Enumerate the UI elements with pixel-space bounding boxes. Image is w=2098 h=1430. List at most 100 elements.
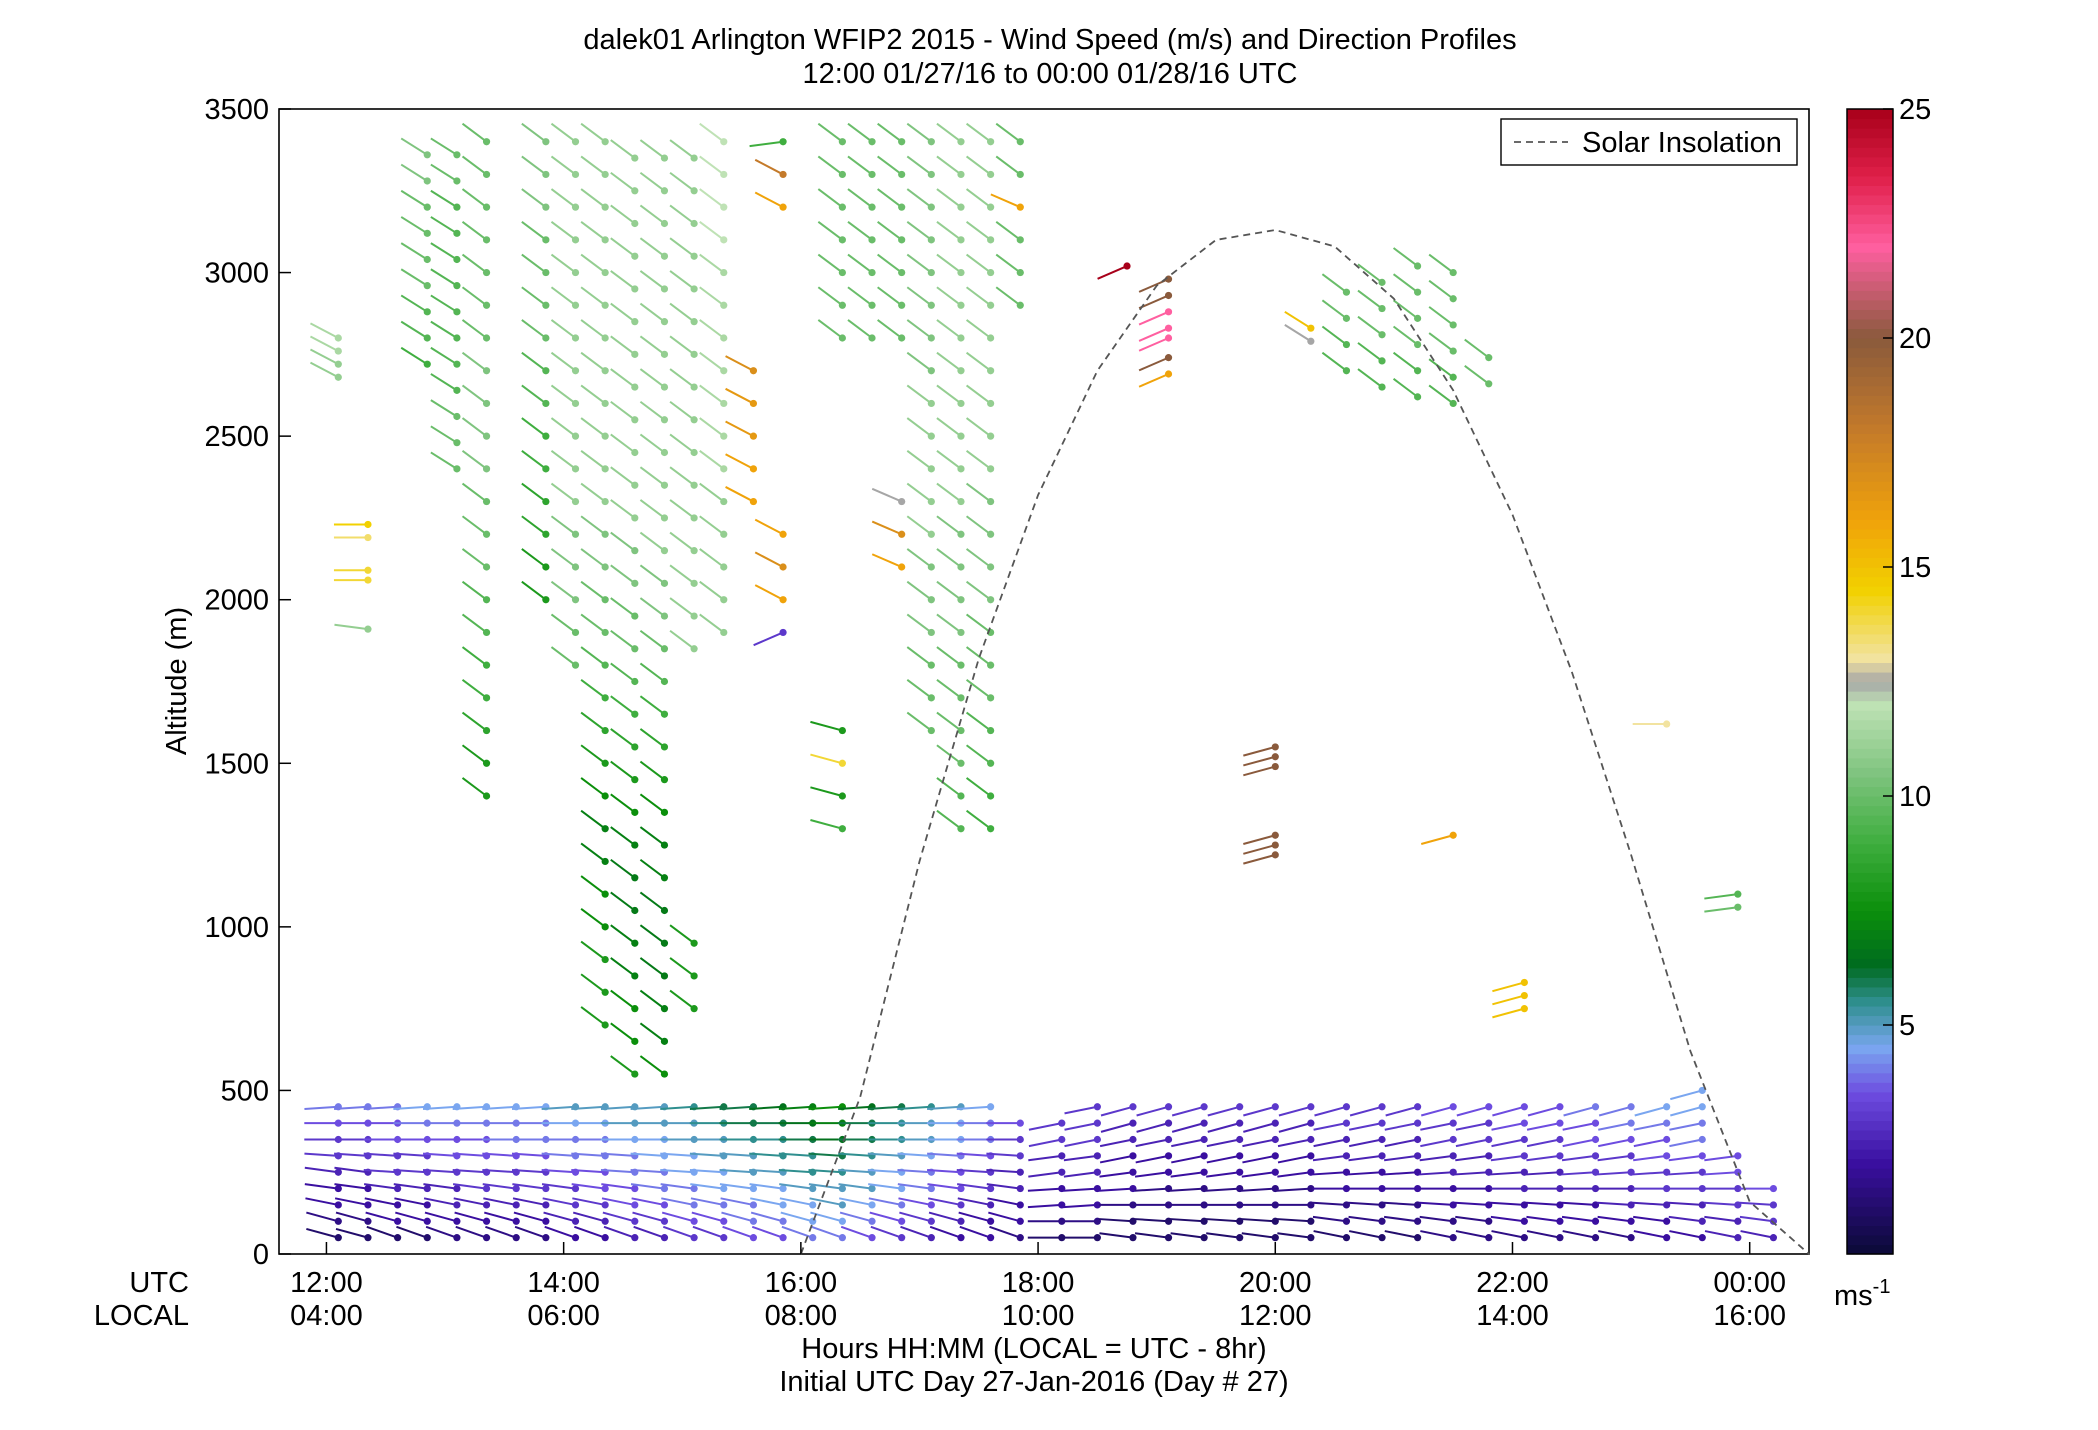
wind-barb-dot (898, 1234, 906, 1242)
wind-barb-shaft (1561, 1171, 1596, 1176)
wind-barb-shaft (986, 1168, 1021, 1174)
wind-barb-shaft (363, 1183, 398, 1190)
wind-barb-shaft (1276, 1218, 1311, 1223)
colorbar-segment (1847, 233, 1893, 244)
wind-barb-shaft (630, 1105, 665, 1111)
wind-barb-shaft (779, 1183, 813, 1190)
wind-barb-dot (927, 301, 935, 309)
wind-barb-dot (334, 1217, 342, 1225)
wind-barb-dot (1520, 1119, 1528, 1127)
wind-barb-dot (601, 1234, 609, 1242)
wind-barb-shaft (334, 1166, 369, 1174)
wind-barb-shaft (1284, 324, 1312, 343)
wind-barb-dot (690, 1234, 698, 1242)
wind-barb-shaft (1704, 1230, 1739, 1239)
wind-barb-dot (1129, 1135, 1137, 1144)
wind-barb-shaft (630, 1183, 665, 1190)
wind-barb-shaft (580, 286, 606, 307)
wind-barb-dot (1200, 1135, 1208, 1144)
wind-barb-dot (660, 154, 669, 162)
wind-barb-dot (631, 972, 639, 980)
wind-barb-shaft (936, 286, 962, 307)
wind-barb-shaft (461, 155, 488, 176)
wind-barb-shaft (927, 1105, 962, 1111)
colorbar-segment (1847, 1187, 1893, 1198)
wind-barb-dot (631, 1070, 639, 1078)
colorbar-segment (1847, 500, 1893, 511)
wind-barb-dot (631, 677, 639, 686)
wind-barb-dot (482, 563, 491, 571)
wind-barb-dot (898, 1201, 906, 1209)
wind-barb-shaft (750, 1211, 784, 1223)
wind-barb-shaft (610, 302, 636, 323)
wind-barb-shaft (521, 188, 547, 208)
wind-barb-dot (1342, 1234, 1351, 1242)
wind-barb-shaft (669, 433, 695, 454)
colorbar-unit-base: ms (1834, 1280, 1873, 1312)
wind-barb-shaft (1357, 368, 1383, 388)
wind-barb-dot (898, 497, 906, 506)
wind-barb-shaft (847, 155, 873, 176)
colorbar-segment (1847, 691, 1893, 702)
wind-barb-dot (482, 628, 491, 637)
colorbar-segment (1847, 767, 1893, 778)
wind-barb-dot (542, 1217, 550, 1225)
wind-barb-shaft (461, 613, 488, 634)
wind-barb-dot (542, 1234, 550, 1242)
wind-barb-shaft (936, 122, 962, 143)
wind-barb-shaft (455, 1225, 487, 1239)
wind-barb-shaft (986, 1183, 1021, 1190)
wind-barb-shaft (699, 450, 725, 470)
wind-barb-shaft (669, 499, 695, 519)
wind-barb-dot (1307, 1119, 1315, 1127)
wind-barb-shaft (1670, 1089, 1703, 1101)
wind-barb-dot (512, 1201, 520, 1209)
wind-barb-shaft (306, 1227, 339, 1239)
wind-barb-shaft (1241, 1232, 1276, 1239)
wind-barb-shaft (423, 1183, 458, 1190)
wind-barb-dot (690, 154, 698, 162)
wind-barb-shaft (660, 1105, 695, 1111)
wind-barb-dot (898, 563, 906, 571)
wind-barb-shaft (906, 580, 932, 601)
wind-barb-dot (1627, 1152, 1635, 1160)
wind-barb-dot (720, 203, 728, 211)
wind-barb-shaft (811, 1225, 843, 1239)
wind-barb-shaft (1138, 294, 1169, 310)
colorbar-segment (1847, 738, 1893, 749)
wind-barb-shaft (461, 711, 488, 732)
wind-barb-shaft (423, 1197, 458, 1206)
wind-barb-shaft (430, 216, 458, 235)
wind-barb-dot (749, 1201, 758, 1209)
wind-barb-shaft (1525, 1201, 1560, 1206)
wind-barb-dot (749, 367, 758, 375)
colorbar-segment (1847, 1044, 1893, 1055)
wind-barb-dot (1164, 1152, 1173, 1160)
wind-barb-dot (1129, 1201, 1137, 1209)
wind-barb-shaft (906, 613, 932, 634)
wind-barb-shaft (838, 1168, 873, 1174)
wind-barb-dot (987, 530, 995, 538)
x-tick-label-local: 06:00 (527, 1300, 600, 1332)
x-axis-label-2: Initial UTC Day 27-Jan-2016 (Day # 27) (779, 1366, 1288, 1398)
wind-barb-shaft (305, 1197, 339, 1206)
colorbar-tick-label: 10 (1899, 781, 1931, 813)
wind-barb-shaft (1492, 981, 1525, 993)
wind-barb-dot (779, 138, 787, 146)
wind-barb-dot (660, 710, 669, 718)
wind-barb-shaft (610, 400, 636, 421)
wind-barb-shaft (810, 819, 843, 830)
wind-barb-dot (601, 367, 609, 375)
wind-barb-shaft (1099, 1232, 1134, 1239)
colorbar-segment (1847, 557, 1893, 568)
wind-barb-dot (927, 203, 935, 211)
wind-barb-shaft (1420, 1122, 1454, 1131)
wind-barb-dot (1016, 236, 1024, 244)
colorbar-segment (1847, 1101, 1893, 1112)
wind-barb-dot (1378, 304, 1386, 313)
wind-barb-shaft (965, 351, 992, 372)
wind-barb-dot (1449, 1217, 1457, 1225)
wind-barb-shaft (781, 1225, 814, 1239)
wind-barb-dot (660, 677, 669, 686)
wind-barb-dot (987, 661, 995, 669)
